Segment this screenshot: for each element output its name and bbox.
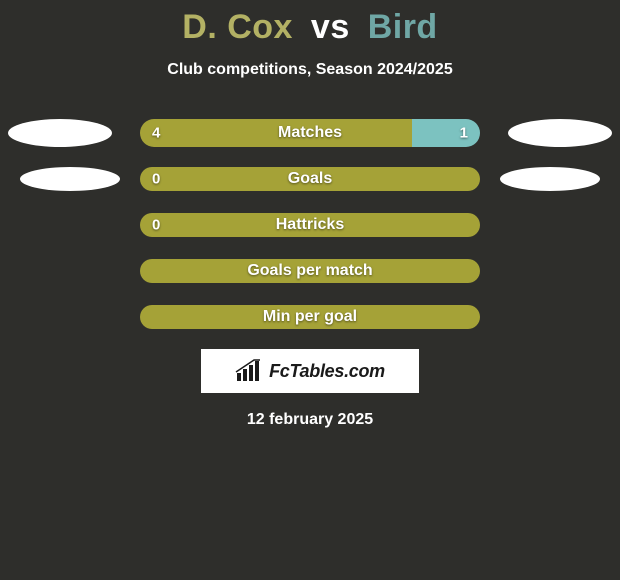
bar-segment-left xyxy=(140,213,480,237)
player1-avatar xyxy=(8,119,112,147)
date-text: 12 february 2025 xyxy=(0,411,620,429)
brand-text: FcTables.com xyxy=(269,361,385,382)
stats-rows: 41Matches0Goals0HattricksGoals per match… xyxy=(0,119,620,333)
title-block: D. Cox vs Bird xyxy=(0,0,620,47)
bar-segment-left xyxy=(140,305,480,329)
stat-row: 0Goals xyxy=(0,165,620,195)
vs-text: vs xyxy=(303,8,358,46)
player2-avatar xyxy=(508,119,612,147)
stat-value-right: 1 xyxy=(460,125,468,142)
stat-bar: Min per goal xyxy=(140,305,480,329)
stat-value-left: 4 xyxy=(152,125,160,142)
player1-name: D. Cox xyxy=(182,8,293,46)
stat-row: Goals per match xyxy=(0,257,620,287)
player2-name: Bird xyxy=(368,8,438,46)
stat-row: Min per goal xyxy=(0,303,620,333)
stat-value-left: 0 xyxy=(152,171,160,188)
comparison-title: D. Cox vs Bird xyxy=(0,8,620,47)
stat-bar: 0Hattricks xyxy=(140,213,480,237)
bar-segment-left xyxy=(140,119,412,147)
bar-segment-left xyxy=(140,167,480,191)
subtitle: Club competitions, Season 2024/2025 xyxy=(0,61,620,79)
stat-row: 0Hattricks xyxy=(0,211,620,241)
bar-segment-left xyxy=(140,259,480,283)
bar-segment-right xyxy=(412,119,480,147)
stat-bar: Goals per match xyxy=(140,259,480,283)
stat-bar: 41Matches xyxy=(140,119,480,147)
player2-avatar xyxy=(500,167,600,191)
brand-chart-icon xyxy=(235,359,263,383)
stat-bar: 0Goals xyxy=(140,167,480,191)
brand-box: FcTables.com xyxy=(201,349,419,393)
stat-value-left: 0 xyxy=(152,217,160,234)
stat-row: 41Matches xyxy=(0,119,620,149)
player1-avatar xyxy=(20,167,120,191)
